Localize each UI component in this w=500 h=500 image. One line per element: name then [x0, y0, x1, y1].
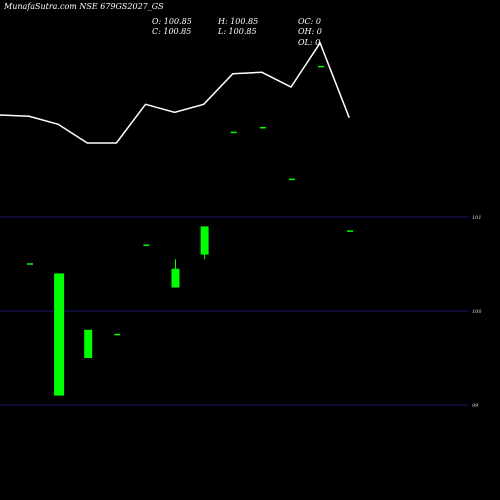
ol-value: OL: 0	[298, 38, 320, 47]
header: MunafaSutra.com NSE 679GS2027_GS O: 100.…	[3, 2, 322, 47]
candle-body	[54, 273, 65, 396]
overlay-line	[0, 41, 350, 144]
oc-value: OC: 0	[298, 17, 321, 26]
candle-body	[288, 178, 295, 181]
line-layer	[0, 41, 350, 144]
candle-body	[318, 65, 324, 68]
candle	[288, 178, 295, 181]
chart-title: MunafaSutra.com NSE 679GS2027_GS	[3, 2, 164, 11]
candle	[27, 263, 33, 265]
close-value: C: 100.85	[152, 27, 191, 36]
candle-body	[84, 329, 93, 358]
y-tick-label: 101	[472, 215, 482, 221]
candle-body	[114, 333, 121, 336]
y-tick-label: 99	[472, 403, 479, 409]
candle-body	[27, 263, 33, 265]
y-tick-label: 100	[472, 309, 482, 315]
candle	[259, 126, 266, 129]
candle-body	[171, 268, 180, 288]
candle	[347, 230, 354, 232]
high-value: H: 100.85	[217, 17, 258, 26]
candle	[54, 273, 65, 396]
candle-body	[230, 131, 237, 134]
candle-body	[259, 126, 266, 129]
candle	[171, 259, 180, 288]
candle-layer	[27, 65, 354, 396]
candle	[230, 131, 237, 134]
candle	[318, 65, 324, 68]
open-value: O: 100.85	[152, 17, 192, 26]
candle	[143, 244, 150, 246]
candle	[84, 329, 93, 358]
candle	[114, 333, 121, 336]
candle	[200, 226, 209, 260]
candle-body	[200, 226, 209, 255]
low-value: L: 100.85	[217, 27, 257, 36]
oh-value: OH: 0	[298, 27, 322, 36]
grid-layer: 101 100 99	[0, 215, 482, 409]
candle-body	[143, 244, 150, 246]
candle-body	[347, 230, 354, 232]
